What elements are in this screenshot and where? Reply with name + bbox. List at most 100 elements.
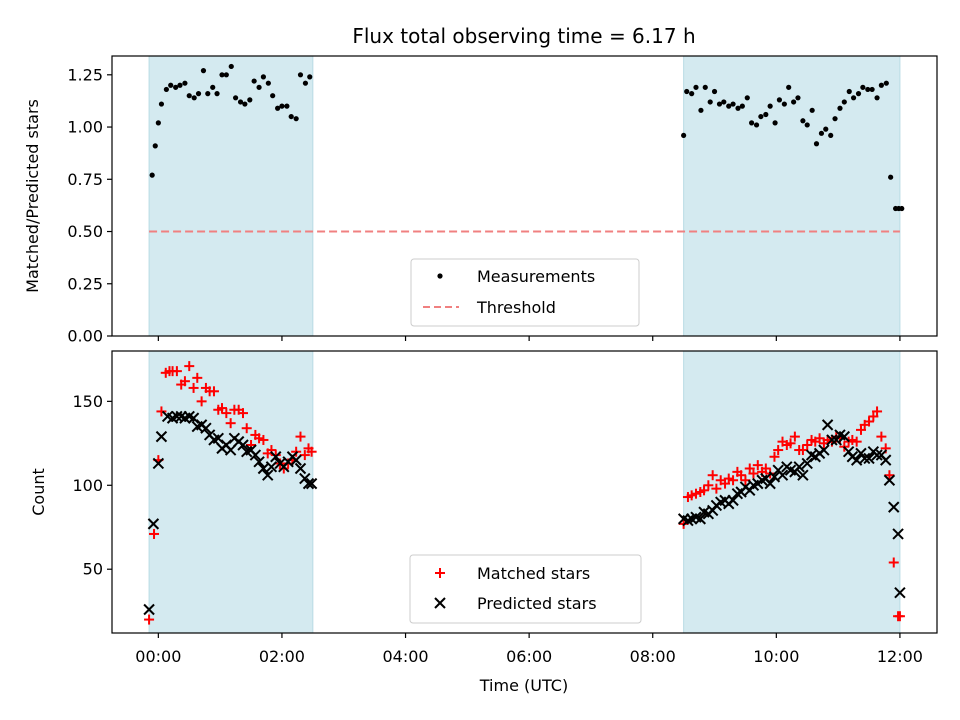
y-tick-label: 0.50 — [67, 222, 103, 241]
measurement-point — [795, 95, 801, 101]
matched-star-point — [699, 485, 710, 496]
bottom-panel-legend: Matched stars Predicted stars — [409, 554, 642, 624]
matched-star-point — [208, 386, 219, 397]
measurement-point — [874, 95, 880, 101]
predicted-star-point — [270, 451, 282, 463]
matched-star-point — [855, 424, 866, 435]
matched-star-point — [876, 431, 887, 442]
x-tick-label: 08:00 — [630, 647, 676, 666]
measurement-point — [800, 118, 806, 124]
measurement-point — [265, 80, 271, 86]
top-panel-axes: 0.00 0.25 0.50 0.75 1.00 1.25 — [67, 65, 901, 346]
measurement-point — [693, 84, 699, 90]
matched-star-point — [149, 528, 160, 539]
measurement-point — [726, 103, 732, 109]
measurement-point — [219, 72, 225, 78]
legend-threshold-label: Threshold — [476, 298, 556, 317]
measurement-point — [152, 143, 158, 149]
predicted-star-point — [821, 419, 834, 431]
measurement-point — [716, 101, 723, 107]
measurement-point — [883, 80, 889, 86]
y-tick-label: 1.00 — [67, 118, 103, 137]
x-tick-label: 12:00 — [877, 647, 923, 666]
matched-star-point — [797, 445, 808, 456]
measurement-point — [684, 88, 690, 95]
matched-star-point — [802, 440, 813, 450]
matched-star-point — [752, 460, 763, 471]
measurement-point — [297, 72, 304, 78]
matched-star-point — [306, 446, 317, 457]
observing-window — [148, 55, 314, 337]
measurement-point — [163, 86, 169, 93]
x-axis: 00:00 02:00 04:00 06:00 08:00 10:00 12:00 — [135, 647, 923, 666]
measurement-point — [237, 99, 244, 105]
predicted-star-point — [290, 454, 302, 466]
top-panel-frame — [111, 55, 938, 337]
predicted-star-point — [871, 449, 883, 461]
measurement-point — [818, 130, 825, 136]
measurement-point — [744, 95, 750, 101]
bottom-panel-marks — [143, 361, 906, 625]
measurement-point — [149, 172, 155, 178]
predicted-star-point — [797, 469, 809, 481]
matched-star-point — [773, 445, 784, 456]
measurement-point — [168, 82, 174, 88]
measurement-point — [758, 113, 764, 120]
matched-star-point — [851, 436, 862, 447]
y-tick-label: 150 — [72, 392, 103, 411]
matched-star-point — [748, 468, 759, 479]
predicted-star-point — [249, 449, 262, 461]
predicted-star-point — [888, 501, 900, 513]
matched-star-point — [171, 366, 182, 377]
measurement-point — [823, 126, 829, 132]
measurement-point — [860, 84, 866, 90]
top-panel-legend: Measurements Threshold — [410, 258, 640, 327]
x-tick-label: 10:00 — [753, 647, 799, 666]
predicted-star-point — [764, 477, 776, 490]
matched-star-point — [744, 463, 755, 474]
measurement-point — [681, 132, 687, 139]
measurement-point — [698, 107, 704, 113]
measurement-point — [767, 103, 773, 109]
measurement-point — [735, 105, 741, 111]
measurement-point — [888, 174, 894, 180]
measurement-point — [155, 120, 161, 126]
top-panel-ylabel: Matched/Predicted stars — [23, 99, 42, 293]
measurement-point — [869, 86, 875, 93]
top-panel: 0.00 0.25 0.50 0.75 1.00 1.25 Matched/Predict… — [23, 55, 938, 346]
predicted-star-point — [262, 469, 274, 481]
measurement-point — [223, 72, 229, 78]
measurement-point — [242, 101, 248, 107]
x-tick-label: 06:00 — [506, 647, 552, 666]
predicted-star-point — [818, 444, 830, 456]
matched-star-point — [707, 470, 718, 481]
measurement-point — [749, 120, 755, 126]
measurement-point — [813, 141, 820, 147]
measurement-point — [711, 88, 718, 95]
measurement-point — [177, 82, 183, 88]
bottom-panel-observing-windows — [148, 350, 901, 634]
matched-star-point — [720, 478, 731, 489]
x-tick-label: 00:00 — [135, 647, 181, 666]
measurement-point — [232, 95, 239, 101]
measurement-point — [293, 116, 299, 122]
measurement-point — [721, 99, 727, 105]
bottom-panel: 50 100 150 Count Matched stars Predicted s… — [29, 350, 938, 638]
matched-star-point — [785, 438, 796, 449]
matched-star-point — [736, 470, 747, 481]
measurement-point — [899, 205, 905, 212]
matched-star-point — [789, 431, 800, 442]
legend-predicted-label: Predicted stars — [477, 594, 597, 613]
predicted-star-point — [793, 461, 805, 473]
x-tick-label: 02:00 — [259, 647, 305, 666]
measurement-point — [288, 113, 294, 120]
measurement-point — [772, 120, 778, 126]
y-tick-label: 0.25 — [67, 274, 103, 293]
predicted-star-point — [858, 452, 871, 465]
matched-star-point — [217, 403, 227, 414]
measurement-point — [855, 91, 862, 97]
y-tick-label: 1.25 — [67, 65, 103, 84]
measurement-point — [850, 95, 857, 101]
measurement-point — [809, 107, 815, 113]
measurement-point — [791, 99, 797, 105]
